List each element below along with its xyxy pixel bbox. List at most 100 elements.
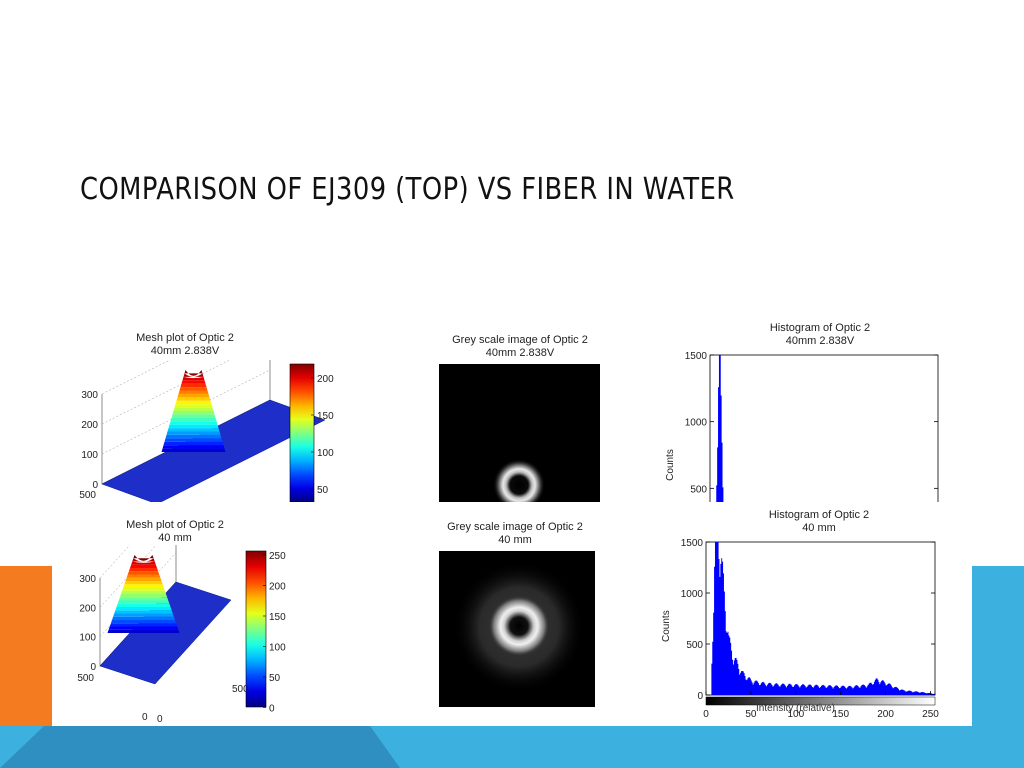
grey-image-1: [439, 364, 600, 502]
x-tick-label: 50: [745, 709, 757, 720]
grey-image-1-subtitle: 40mm 2.838V: [485, 347, 555, 359]
grey-image-1-title: Grey scale image of Optic 2 40mm 2.838V: [425, 334, 615, 360]
mesh-plot-1-subtitle: 40mm 2.838V: [150, 345, 220, 357]
surface-band: [162, 445, 225, 449]
surface-band: [170, 417, 217, 422]
surface-band: [130, 564, 157, 568]
colorbar-tick-label: 100: [269, 643, 286, 654]
surface-band: [117, 600, 170, 604]
surface-band: [164, 438, 223, 442]
surface-band: [167, 428, 220, 432]
z-tick-label: 0: [90, 662, 96, 673]
z-tick-label: 300: [81, 390, 98, 401]
surface-band: [121, 590, 166, 594]
plot-frame: [705, 541, 936, 696]
bottom-accent-shapes: [0, 726, 1024, 768]
surface-band: [179, 387, 208, 391]
surface-band: [109, 623, 178, 627]
colorbar-tick-label: 250: [269, 551, 286, 562]
colorbar-tick-label: 100: [317, 448, 334, 459]
surface-band: [180, 383, 207, 388]
colorbar-tick-label: 150: [269, 612, 286, 623]
surface-band: [116, 603, 171, 607]
plot-frame: [709, 354, 939, 502]
mesh-plot-2-title-text: Mesh plot of Optic 2: [126, 519, 224, 531]
colorbar-tick-label: 150: [317, 411, 334, 422]
histogram-bars: [716, 355, 724, 502]
surface-band: [107, 629, 180, 633]
surface-band: [172, 411, 215, 415]
colorbar-tick-label: 50: [269, 673, 281, 684]
surface-band: [182, 376, 205, 381]
histogram-2-title-text: Histogram of Optic 2: [768, 509, 870, 521]
orange-accent-band: [0, 566, 52, 730]
colorbar-tick-label: 200: [269, 582, 286, 593]
surface-band: [178, 390, 209, 394]
surface-band: [184, 370, 203, 376]
surface-band: [173, 407, 214, 411]
x-tick-label: 150: [832, 709, 849, 720]
grey-image-1-title-text: Grey scale image of Optic 2: [452, 334, 588, 346]
z-tick-label: 300: [79, 574, 96, 585]
surface-band: [132, 558, 155, 562]
surface-band: [165, 434, 222, 439]
surface-band: [175, 400, 212, 405]
y-axis-label: Counts: [661, 610, 672, 642]
surface-band: [123, 584, 164, 588]
colorbar: [289, 363, 315, 502]
surface-band: [171, 414, 216, 418]
colorbar-tick-label: 50: [317, 485, 329, 496]
y-tick-label: 1500: [681, 538, 704, 549]
surface-band: [124, 581, 163, 585]
y-tick-label: 1500: [685, 351, 708, 362]
grey-image-2: [439, 551, 595, 707]
surface-band: [114, 610, 173, 614]
surface-band: [112, 616, 175, 620]
y-axis-label: Counts: [665, 449, 676, 481]
x-tick-label: 500: [232, 684, 249, 695]
y-tick-label: 500: [686, 640, 703, 651]
surface-band: [181, 380, 206, 384]
histogram-2: 1500 1000 500 00 50 100 150 200 250 Counts Intensi…: [661, 538, 939, 720]
x-tick-label: 0: [157, 714, 163, 725]
z-tick-label: 200: [81, 420, 98, 431]
mesh-plot-1: 300 200 100 0 200 150 100 50 500: [79, 360, 334, 502]
histogram-1-title: Histogram of Optic 2 40mm 2.838V: [735, 322, 905, 348]
surface-band: [176, 397, 211, 401]
histogram-2-title: Histogram of Optic 2 40 mm: [734, 509, 904, 535]
surface-band: [115, 607, 172, 611]
z-tick-label: 100: [81, 450, 98, 461]
histogram-1-subtitle: 40mm 2.838V: [785, 335, 855, 347]
colorbar: [245, 550, 267, 708]
surface-band: [133, 555, 154, 561]
x-tick-label: 200: [877, 709, 894, 720]
surface-band: [169, 421, 218, 425]
surface-band: [113, 613, 174, 617]
surface-band: [126, 574, 161, 578]
x-axis-label: Intensity (relative): [756, 703, 835, 714]
surface-band: [168, 424, 219, 429]
y-tick-label: 0: [697, 691, 703, 702]
surface-band: [127, 571, 160, 575]
blue-accent-band: [972, 566, 1024, 730]
surface-band: [131, 561, 156, 565]
x-tick-label: 500: [79, 490, 96, 501]
histogram-2-subtitle: 40 mm: [802, 522, 836, 534]
z-tick-label: 200: [79, 603, 96, 614]
mesh-plot-2-subtitle: 40 mm: [158, 532, 192, 544]
surface-band: [119, 594, 168, 598]
y-tick-label: 1000: [685, 418, 708, 429]
slide-title: COMPARISON OF EJ309 (TOP) VS FIBER IN WA…: [80, 172, 735, 207]
surface-band: [128, 568, 159, 572]
x-tick-label: 0: [703, 709, 709, 720]
surface-band: [108, 626, 179, 630]
surface-band: [161, 448, 226, 452]
x-tick-label: 100: [787, 709, 804, 720]
surface-band: [174, 404, 213, 408]
mesh-plot-1-title: Mesh plot of Optic 2 40mm 2.838V: [100, 332, 270, 358]
colorbar-tick-label: 200: [317, 374, 334, 385]
intensity-colorbar: [705, 696, 936, 706]
surface-band: [177, 393, 210, 398]
surface-band: [110, 620, 177, 624]
